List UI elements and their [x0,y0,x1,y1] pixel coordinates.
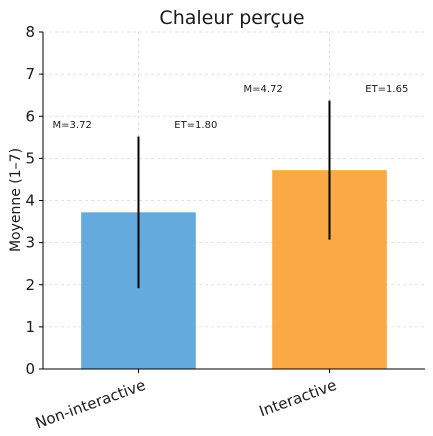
y-tick-label: 7 [25,65,35,83]
y-ticks: 0 1 2 3 4 5 6 7 8 [25,23,43,378]
x-tick-label: Interactive [257,376,339,421]
error-bars [137,100,331,289]
y-tick-label: 5 [25,149,35,167]
x-tick-label: Non-interactive [33,376,148,433]
annotations: M=3.72 ET=1.80 M=4.72 ET=1.65 [53,84,409,131]
y-tick-label: 8 [25,23,35,41]
y-tick-label: 2 [25,276,35,294]
chart-title: Chaleur perçue [159,7,304,29]
sd-label: ET=1.65 [365,84,408,95]
sd-label: ET=1.80 [174,120,217,131]
y-tick-label: 3 [25,234,35,252]
y-tick-label: 4 [25,192,35,210]
y-tick-label: 1 [25,318,35,336]
mean-label: M=4.72 [244,84,283,95]
y-tick-label: 0 [25,360,35,378]
x-ticks: Non-interactive Interactive [33,369,339,432]
mean-label: M=3.72 [53,120,92,131]
y-axis-label: Moyenne (1–7) [8,148,24,252]
y-tick-label: 6 [25,107,35,125]
bars [81,170,387,369]
